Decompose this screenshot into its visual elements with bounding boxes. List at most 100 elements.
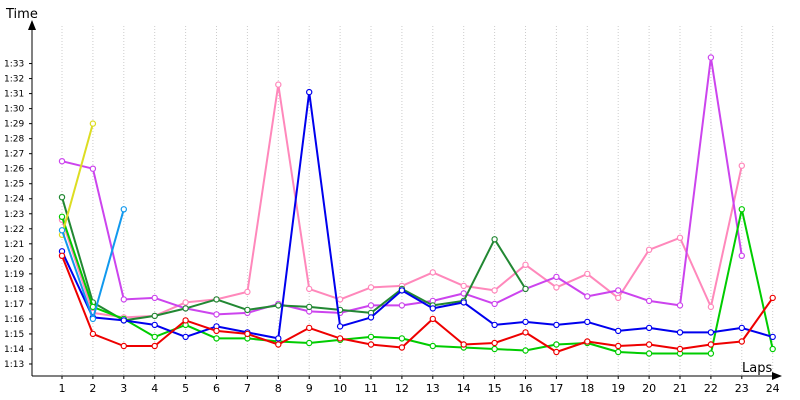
data-point (213, 296, 220, 303)
data-point (584, 318, 591, 326)
data-point (584, 270, 591, 278)
y-tick-label: 1:21 (4, 240, 24, 250)
data-point (151, 333, 158, 341)
series-layer (58, 54, 776, 357)
y-tick-label: 1:25 (4, 180, 24, 190)
x-tick-label: 19 (611, 382, 625, 395)
data-point (429, 342, 436, 350)
data-point (460, 341, 467, 348)
data-point (460, 282, 467, 290)
data-point (491, 345, 498, 353)
data-point (398, 344, 406, 351)
y-tick-label: 1:16 (4, 315, 24, 325)
data-point (553, 341, 560, 348)
data-point (491, 300, 498, 308)
series-6 (58, 252, 776, 356)
y-tick-label: 1:13 (4, 360, 24, 370)
data-point (769, 345, 776, 353)
y-tick-label: 1:31 (4, 90, 24, 100)
y-tick-label: 1:29 (4, 120, 24, 130)
axis-layer: Time Laps (5, 7, 782, 380)
y-tick-label: 1:14 (4, 345, 24, 355)
data-point (182, 299, 189, 306)
data-point (58, 227, 66, 234)
data-point (182, 333, 189, 341)
y-axis-arrow (28, 20, 36, 30)
data-point (553, 321, 560, 329)
data-point (645, 297, 653, 305)
data-point (645, 246, 653, 253)
data-point (58, 252, 66, 259)
y-tick-label: 1:18 (4, 285, 24, 295)
data-point (120, 296, 128, 303)
data-point (491, 339, 498, 347)
data-point (367, 302, 375, 309)
data-point (615, 348, 622, 356)
data-point (336, 323, 344, 330)
y-tick-label: 1:30 (4, 105, 24, 115)
data-point (615, 327, 622, 335)
x-tick-label: 17 (549, 382, 563, 395)
x-tick-labels: 1 2 3 4 5 6 7 8 9 10 11 12 13 14 15 16 17 18 19 20 21 22 23 24 (59, 376, 780, 395)
data-point (645, 324, 653, 332)
data-point (676, 345, 684, 353)
x-tick-label: 2 (89, 382, 96, 395)
data-point (738, 324, 746, 332)
y-tick-label: 1:20 (4, 255, 24, 265)
data-point (429, 315, 436, 323)
data-point (244, 288, 251, 296)
data-point (707, 329, 715, 336)
data-point (707, 350, 715, 357)
data-point (398, 302, 406, 309)
data-point (336, 335, 344, 342)
data-point (151, 342, 158, 350)
data-point (398, 335, 406, 342)
data-point (275, 341, 282, 348)
x-tick-label: 12 (395, 382, 409, 395)
data-point (460, 299, 467, 306)
data-point (738, 206, 746, 213)
series-line (61, 196, 527, 322)
data-point (244, 306, 251, 314)
data-point (398, 287, 406, 294)
data-point (306, 324, 313, 332)
data-point (460, 290, 467, 297)
data-point (645, 350, 653, 357)
x-tick-label: 10 (333, 382, 347, 395)
grid-layer (61, 26, 774, 376)
series-5 (58, 88, 776, 342)
data-point (367, 314, 375, 321)
y-tick-label: 1:32 (4, 75, 24, 85)
data-point (522, 318, 529, 326)
series-8 (58, 206, 128, 323)
data-point (89, 315, 97, 323)
data-point (306, 303, 313, 311)
y-tick-label: 1:27 (4, 150, 24, 160)
data-point (491, 236, 498, 243)
y-tick-label: 1:15 (4, 330, 24, 340)
x-tick-label: 15 (488, 382, 502, 395)
x-tick-label: 14 (457, 382, 471, 395)
y-tick-labels: 1:13 1:14 1:15 1:16 1:17 1:18 1:19 1:20 1:21 1:22… (4, 60, 32, 370)
data-point (151, 321, 158, 329)
data-point (120, 317, 128, 324)
data-point (367, 341, 375, 348)
data-point (676, 329, 684, 336)
data-point (584, 338, 591, 345)
y-axis-title: Time (5, 7, 38, 22)
data-point (120, 342, 128, 350)
data-point (275, 302, 282, 309)
x-tick-label: 24 (766, 382, 780, 395)
data-point (89, 165, 97, 172)
x-tick-label: 1 (59, 382, 66, 395)
x-tick-label: 6 (213, 382, 220, 395)
data-point (367, 284, 375, 291)
x-tick-label: 8 (275, 382, 282, 395)
data-point (584, 293, 591, 300)
data-point (151, 294, 158, 302)
data-point (306, 285, 313, 293)
data-point (367, 333, 375, 341)
x-tick-label: 3 (120, 382, 127, 395)
x-axis-arrow (772, 372, 782, 380)
data-point (306, 339, 313, 347)
